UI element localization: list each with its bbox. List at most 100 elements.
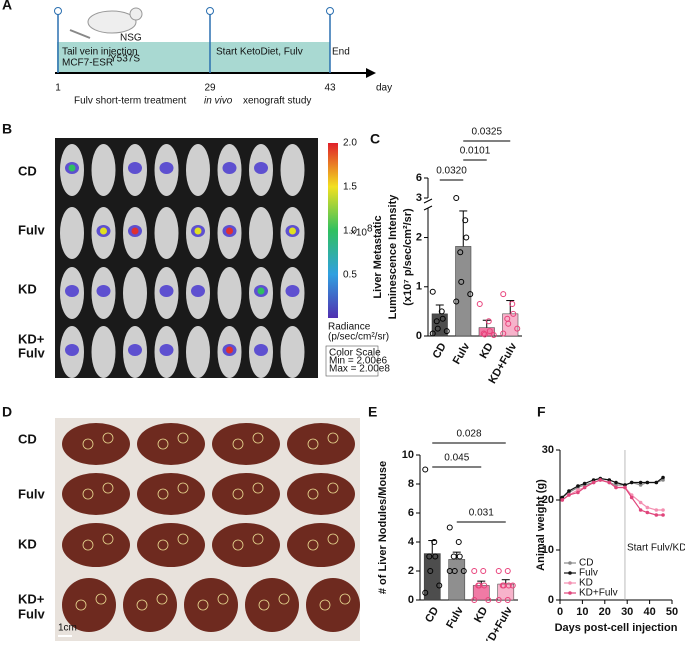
mutation: Y537S: [110, 54, 140, 65]
day-label: 1: [55, 83, 61, 94]
color-scale-min: Min = 2.00e6: [329, 356, 388, 367]
day-label: 29: [204, 83, 216, 94]
data-point: [432, 553, 439, 560]
data-point: [638, 483, 643, 487]
nodule-mark: [252, 533, 264, 545]
liver: [212, 523, 280, 567]
nodule-mark: [157, 488, 169, 500]
p-value: 0.031: [469, 508, 494, 519]
data-point: [455, 539, 462, 545]
mouse: [186, 144, 210, 196]
data-point: [638, 508, 643, 512]
data-point: [582, 481, 587, 486]
y-axis-label: # of Liver Nodules/Mouse: [377, 461, 389, 594]
signal-spot: [128, 344, 142, 356]
x-tick-label: 30: [621, 606, 633, 618]
y-tick-label: 2: [416, 231, 422, 243]
nodule-mark: [278, 593, 290, 605]
radiance-unit: (p/sec/cm²/sr): [328, 332, 389, 343]
data-point: [457, 249, 464, 256]
nodule-mark: [102, 432, 114, 444]
legend-label: KD: [579, 578, 593, 589]
signal-spot: [222, 162, 237, 174]
panel-label: F: [537, 404, 546, 420]
arrow-head: [366, 68, 376, 78]
nodule-mark: [232, 539, 244, 551]
nodule-mark: [136, 599, 148, 611]
data-point: [434, 325, 441, 332]
data-point: [614, 483, 618, 487]
nodule-mark: [82, 488, 94, 500]
data-point: [510, 310, 517, 317]
data-point: [623, 485, 627, 490]
data-point: [476, 301, 483, 307]
axis-break: [423, 205, 433, 211]
color-scale-title: Color Scale: [329, 348, 381, 359]
data-point: [427, 568, 434, 574]
y-axis-label: Liver Metastatic: [372, 215, 384, 298]
legend-marker: [568, 561, 572, 565]
y-tick-label: 6: [416, 172, 422, 184]
row-label: CD: [18, 163, 37, 178]
y-axis-label: (x10⁷ p/sec/cm²/sr): [402, 208, 414, 306]
data-point: [582, 485, 587, 490]
signal-spot: [289, 227, 296, 235]
nodule-mark: [307, 438, 319, 450]
caption: in vivo: [204, 96, 233, 107]
data-point: [591, 480, 596, 485]
data-point: [654, 508, 659, 512]
liver: [62, 473, 130, 515]
legend-marker: [568, 581, 572, 585]
bar: [423, 553, 441, 601]
data-point: [504, 597, 511, 603]
data-point: [505, 320, 512, 327]
data-point: [645, 505, 650, 510]
liver: [306, 578, 360, 632]
y-tick-label: 0: [416, 330, 422, 342]
data-point: [429, 330, 436, 337]
signal-spot: [131, 227, 139, 235]
data-point: [446, 524, 453, 531]
data-point: [443, 328, 450, 335]
legend-label: CD: [579, 558, 593, 569]
liver: [62, 578, 116, 632]
data-point: [576, 488, 580, 492]
start-label: Start KetoDiet, Fulv: [216, 47, 303, 58]
bar: [455, 246, 472, 337]
nodule-mark: [157, 539, 169, 551]
x-tick-label: KD: [478, 341, 496, 361]
nodule-mark: [327, 482, 339, 494]
axis-break: [423, 198, 433, 204]
data-point: [661, 508, 665, 512]
timeline-bar: [57, 42, 330, 72]
nodule-mark: [339, 593, 351, 605]
colorbar-tick: 2.0: [343, 138, 357, 149]
nodule-mark: [82, 539, 94, 551]
data-point: [661, 478, 665, 482]
x-axis-label: Days post-cell injection: [555, 622, 678, 634]
day-label: 43: [324, 83, 336, 94]
data-point: [654, 480, 659, 485]
data-point: [645, 480, 650, 485]
data-point: [629, 495, 634, 500]
pin-head: [54, 7, 62, 15]
data-point: [450, 553, 457, 560]
y-tick-label: 2: [408, 565, 414, 577]
caption: xenograft study: [243, 96, 311, 107]
data-point: [509, 301, 516, 307]
nodule-mark: [197, 599, 209, 611]
photo-content: [58, 144, 360, 637]
row-label: KD: [18, 281, 37, 296]
signal-spot: [226, 346, 233, 354]
panel-label: B: [2, 121, 12, 137]
mouse-strain: NSG: [120, 33, 142, 44]
data-point: [495, 568, 502, 574]
nodule-mark: [258, 599, 270, 611]
y-tick-label: 0: [548, 594, 554, 606]
data-point: [439, 315, 446, 322]
mouse-icon: [87, 10, 137, 34]
y-tick-label: 1: [416, 281, 422, 293]
nodule-mark: [177, 533, 189, 545]
data-point: [436, 582, 443, 589]
y-tick-label: 10: [402, 449, 414, 461]
